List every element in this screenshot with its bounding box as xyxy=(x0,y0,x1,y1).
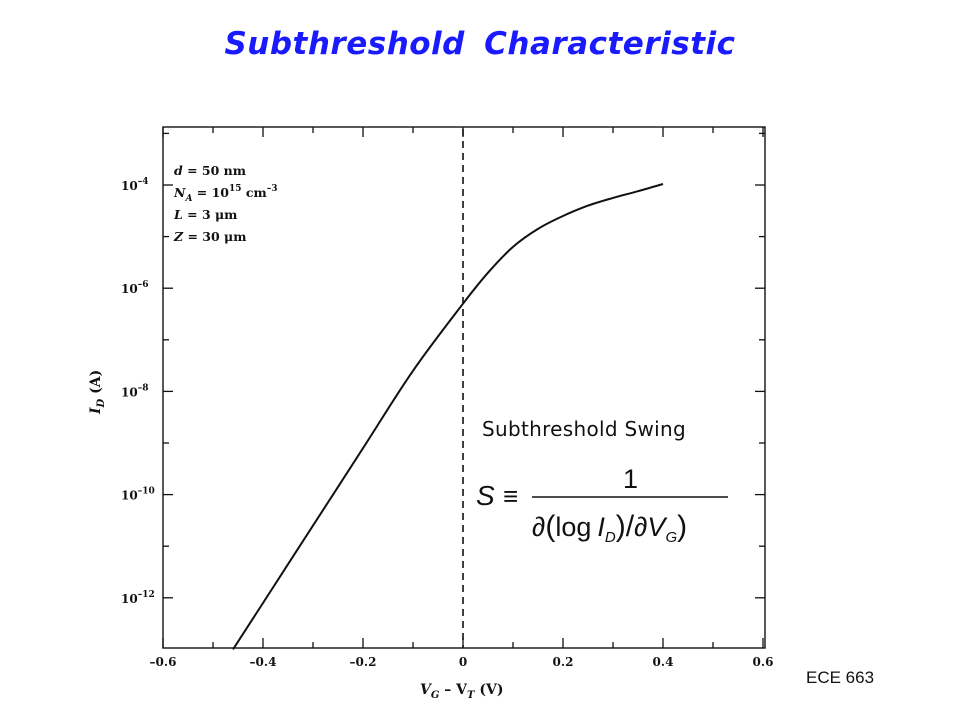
x-tick-label: –0.6 xyxy=(150,655,177,669)
svg-text:S: S xyxy=(476,480,495,511)
y-tick-label: 10–8 xyxy=(121,383,148,399)
slide-title: Subthreshold Characteristic xyxy=(224,26,736,62)
x-tick-labels: –0.6 –0.4 –0.2 0 0.2 0.4 0.6 xyxy=(150,655,774,669)
x-tick-label: 0.2 xyxy=(553,655,574,669)
subthreshold-swing-label: Subthreshold Swing xyxy=(482,417,686,441)
svg-text:1: 1 xyxy=(623,464,638,494)
footer-course: ECE 663 xyxy=(806,668,875,687)
param-na: NA = 1015 cm–3 xyxy=(173,184,278,204)
y-axis-title: ID (A) xyxy=(88,370,107,415)
x-ticks xyxy=(162,127,764,648)
x-tick-label: 0.6 xyxy=(753,655,774,669)
y-tick-labels: 10–4 10–6 10–8 10–10 10–12 xyxy=(121,177,155,606)
swing-formula: S ≡ 1 ∂(log ID)/∂VG) xyxy=(476,464,728,546)
device-parameters: d = 50 nm NA = 1015 cm–3 L = 3 μm Z = 30… xyxy=(173,163,278,244)
y-tick-label: 10–12 xyxy=(121,590,155,606)
id-vs-vg-curve xyxy=(232,183,664,650)
plot-frame xyxy=(162,126,766,649)
param-d: d = 50 nm xyxy=(174,163,246,178)
y-tick-label: 10–6 xyxy=(121,280,148,296)
y-tick-label: 10–10 xyxy=(121,487,155,503)
x-tick-label: –0.2 xyxy=(350,655,377,669)
x-tick-label: 0.4 xyxy=(653,655,674,669)
svg-text:≡: ≡ xyxy=(503,481,518,511)
y-tick-label: 10–4 xyxy=(121,177,148,193)
param-l: L = 3 μm xyxy=(173,207,237,222)
y-ticks xyxy=(163,132,765,599)
x-axis-title: VG – VT (V) xyxy=(420,682,503,701)
param-z: Z = 30 μm xyxy=(173,229,246,244)
x-tick-label: 0 xyxy=(459,655,467,669)
x-tick-label: –0.4 xyxy=(250,655,277,669)
